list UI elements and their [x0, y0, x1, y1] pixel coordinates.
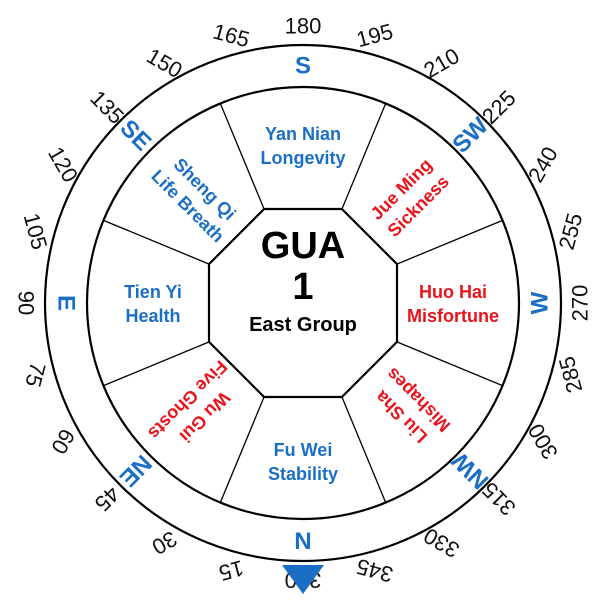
sector-divider-line: [219, 103, 265, 210]
sector-s: Yan Nian Longevity: [260, 124, 345, 168]
degree-label: 285: [554, 354, 588, 396]
center-title: GUA: [261, 225, 345, 267]
sector-divider-line: [219, 396, 265, 503]
direction-label-n: N: [294, 527, 311, 554]
sector-meaning: Stability: [268, 464, 338, 484]
degree-label: 165: [210, 19, 252, 53]
sector-divider-line: [341, 103, 387, 210]
sector-divider-line: [396, 219, 503, 265]
direction-label-w: W: [527, 291, 554, 314]
sector-meaning: Misfortune: [407, 306, 499, 326]
sector-name: Huo Hai: [419, 282, 487, 302]
inner-ring: [85, 85, 521, 521]
sector-meaning: Health: [125, 306, 180, 326]
direction-label-s: S: [295, 53, 311, 80]
outer-ring: [43, 43, 563, 563]
degree-label: 60: [46, 425, 80, 459]
degree-label: 15: [216, 555, 246, 585]
degree-label: 30: [148, 526, 182, 560]
sector-meaning: Longevity: [260, 148, 345, 168]
sector-divider-line: [341, 396, 387, 503]
center-group: East Group: [249, 314, 357, 336]
sector-divider-line: [103, 341, 210, 387]
degree-label: 105: [19, 210, 53, 252]
sector-name: Yan Nian: [265, 124, 341, 144]
sector-n: Fu Wei Stability: [268, 440, 338, 484]
degree-label: 345: [354, 554, 396, 588]
degree-label: 195: [354, 19, 396, 53]
sector-divider-line: [103, 219, 210, 265]
degree-label: 270: [568, 285, 593, 322]
sector-dividers: [103, 103, 503, 503]
degree-label: 45: [90, 481, 125, 516]
degree-label: 255: [554, 210, 588, 252]
sector-name: Fu Wei: [274, 440, 333, 460]
center-number: 1: [292, 266, 313, 308]
sector-e: Tien Yi Health: [124, 282, 182, 326]
sector-name: Tien Yi: [124, 282, 182, 302]
degree-label: 90: [14, 291, 39, 315]
center-octagon: [207, 207, 399, 399]
direction-label-e: E: [53, 295, 80, 311]
sector-w: Huo Hai Misfortune: [407, 282, 499, 326]
degree-label: 75: [20, 360, 50, 390]
north-pointer-icon: [282, 565, 324, 594]
degree-label: 180: [285, 14, 322, 39]
degree-label: 135: [85, 85, 129, 129]
sector-divider-line: [396, 341, 503, 387]
